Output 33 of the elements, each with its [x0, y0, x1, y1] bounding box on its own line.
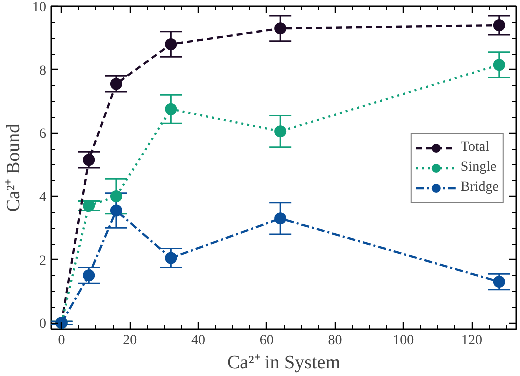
- point: [110, 78, 122, 90]
- x-tick-label: 120: [462, 334, 483, 348]
- x-tick-label: 0: [58, 334, 66, 348]
- legend-label: Total: [460, 140, 490, 156]
- point: [493, 59, 506, 72]
- x-tick-label: 80: [328, 334, 342, 348]
- point: [493, 276, 506, 288]
- x-tick-label: 100: [393, 334, 414, 348]
- point: [110, 204, 122, 217]
- legend-label: Bridge: [460, 180, 499, 196]
- point: [274, 212, 287, 225]
- x-axis-title: Ca²⁺ in System: [227, 352, 341, 374]
- point: [493, 20, 506, 32]
- y-tick-label: 8: [40, 64, 46, 79]
- y-tick-label: 10: [32, 0, 46, 16]
- point: [165, 103, 178, 116]
- point: [83, 200, 96, 212]
- y-axis-title: Ca²⁺ Bound: [4, 123, 24, 212]
- y-tick-label: 0: [40, 317, 46, 332]
- point: [165, 252, 178, 264]
- y-tick-label: 4: [40, 190, 46, 206]
- point: [274, 126, 287, 138]
- x-tick-label: 60: [260, 334, 274, 348]
- y-tick-label: 6: [40, 127, 46, 142]
- point: [274, 22, 287, 35]
- y-tick-label: 2: [40, 254, 46, 269]
- point: [83, 270, 96, 282]
- x-tick-label: 20: [123, 334, 138, 348]
- point: [110, 190, 122, 202]
- point: [165, 38, 178, 50]
- legend-label: Single: [460, 160, 497, 176]
- point: [83, 154, 96, 166]
- x-tick-label: 40: [192, 334, 206, 348]
